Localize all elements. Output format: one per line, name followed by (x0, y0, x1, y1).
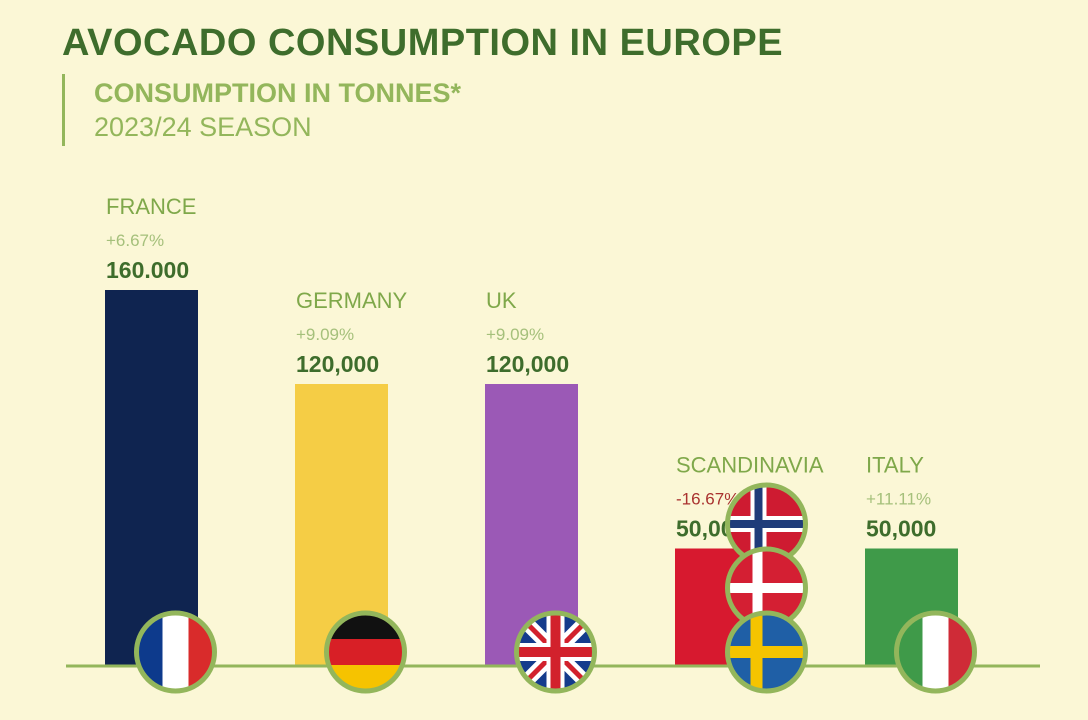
country-label-scandinavia: SCANDINAVIA (676, 453, 824, 478)
germany-flag-icon (324, 610, 407, 694)
chart-subtitle: CONSUMPTION IN TONNES* (94, 78, 462, 108)
value-label-germany: 120,000 (296, 351, 379, 377)
country-label-italy: ITALY (866, 453, 924, 478)
italy-flag-icon (894, 610, 977, 694)
change-label-uk: +9.09% (486, 325, 544, 344)
bar-france (105, 290, 198, 666)
chart-title: AVOCADO CONSUMPTION IN EUROPE (62, 22, 784, 64)
season-label: 2023/24 SEASON (94, 112, 312, 142)
change-label-germany: +9.09% (296, 325, 354, 344)
value-label-uk: 120,000 (486, 351, 569, 377)
value-label-france: 160.000 (106, 257, 189, 283)
change-label-italy: +11.11% (866, 490, 931, 509)
country-label-uk: UK (486, 288, 517, 313)
country-label-germany: GERMANY (296, 288, 408, 313)
france-flag-icon (134, 610, 217, 694)
change-label-france: +6.67% (106, 231, 164, 250)
uk-flag-icon (514, 610, 597, 694)
country-label-france: FRANCE (106, 194, 196, 219)
change-label-scandinavia: -16.67% (676, 490, 739, 509)
sweden-flag-icon (725, 610, 808, 694)
subtitle-accent-bar (62, 74, 65, 146)
value-label-italy: 50,000 (866, 516, 936, 542)
